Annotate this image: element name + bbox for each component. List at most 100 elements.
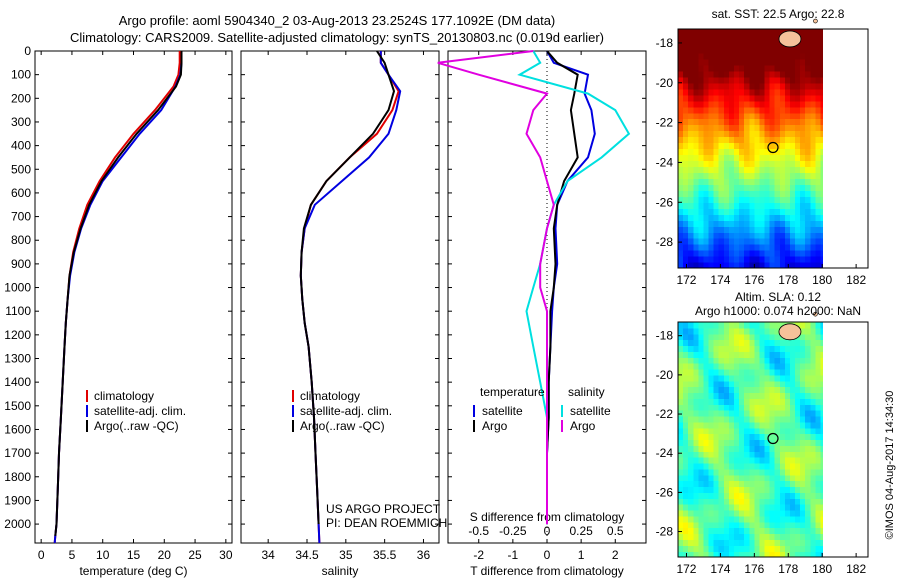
heatmap-cell <box>678 333 684 341</box>
heatmap-cell <box>790 208 796 215</box>
heatmap-cell <box>693 202 699 209</box>
heatmap-cell <box>678 527 684 535</box>
heatmap-cell <box>764 154 771 162</box>
heatmap-cell <box>769 463 776 470</box>
heatmap-cell <box>718 202 725 209</box>
x-tick-label: 34.5 <box>295 548 319 562</box>
heatmap-cell <box>779 58 786 66</box>
heatmap-cell <box>734 521 740 529</box>
heatmap-cell <box>749 232 755 239</box>
heatmap-cell <box>815 421 822 429</box>
heatmap-cell <box>815 345 822 352</box>
heatmap-cell <box>678 374 684 382</box>
heatmap-cell <box>713 351 720 358</box>
heatmap-cell <box>698 480 705 488</box>
heatmap-cell <box>754 439 760 446</box>
heatmap-cell <box>718 363 725 370</box>
heatmap-cell <box>703 190 710 197</box>
heatmap-cell <box>774 112 781 120</box>
heatmap-cell <box>739 504 745 511</box>
heatmap-cell <box>718 327 725 335</box>
heatmap-cell <box>754 433 760 441</box>
heatmap-cell <box>810 339 816 347</box>
heatmap-cell <box>708 52 715 60</box>
heatmap-cell <box>764 250 771 257</box>
heatmap-cell <box>815 106 822 114</box>
heatmap-cell <box>795 94 801 102</box>
heatmap-cell <box>739 416 745 423</box>
heatmap-cell <box>795 262 801 269</box>
heatmap-cell <box>739 421 745 429</box>
heatmap-cell <box>815 492 822 499</box>
heatmap-cell <box>769 214 776 221</box>
heatmap-cell <box>784 427 791 435</box>
heatmap-cell <box>759 510 766 517</box>
heatmap-cell <box>790 363 796 370</box>
heatmap-cell <box>703 196 710 203</box>
heatmap-cell <box>784 369 791 376</box>
heatmap-cell <box>805 58 811 66</box>
heatmap-cell <box>723 421 730 429</box>
heatmap-cell <box>683 333 689 341</box>
heatmap-cell <box>764 369 771 376</box>
heatmap-cell <box>774 70 781 78</box>
heatmap-cell <box>703 427 710 435</box>
heatmap-cell <box>779 351 786 358</box>
heatmap-cell <box>708 504 715 511</box>
heatmap-cell <box>693 433 699 441</box>
heatmap-cell <box>688 124 694 132</box>
heatmap-cell <box>790 392 796 399</box>
heatmap-cell <box>744 166 750 173</box>
heatmap-cell <box>800 88 806 96</box>
heatmap-cell <box>815 498 822 505</box>
heatmap-cell <box>800 474 806 482</box>
heatmap-cell <box>728 439 735 446</box>
heatmap-cell <box>800 439 806 446</box>
heatmap-cell <box>759 244 766 251</box>
heatmap-cell <box>678 202 684 209</box>
profile-panel-3: -2 -1 0 1 2T difference from climatology-0.5… <box>437 50 647 578</box>
heatmap-cell <box>683 166 689 173</box>
heatmap-cell <box>744 427 750 435</box>
heatmap-cell <box>754 416 760 423</box>
heatmap-cell <box>805 421 811 429</box>
heatmap-cell <box>754 339 760 347</box>
heatmap-cell <box>703 82 710 90</box>
heatmap-cell <box>774 52 781 60</box>
heatmap-cell <box>713 468 720 476</box>
heatmap-cell <box>769 398 776 405</box>
heatmap-cell <box>774 130 781 138</box>
heatmap-cell <box>744 148 750 156</box>
heatmap-cell <box>795 363 801 370</box>
heatmap-cell <box>774 94 781 102</box>
heatmap-cell <box>688 40 694 48</box>
heatmap-cell <box>703 172 710 179</box>
heatmap-cell <box>759 142 766 150</box>
heatmap-cell <box>739 539 745 546</box>
heatmap-cell <box>698 208 705 215</box>
heatmap-cell <box>683 545 689 552</box>
heatmap-cell <box>779 148 786 156</box>
heatmap-cell <box>815 463 822 470</box>
heatmap-cell <box>744 374 750 382</box>
heatmap-cell <box>678 46 684 54</box>
heatmap-cell <box>749 142 755 150</box>
heatmap-cell <box>774 35 781 42</box>
heatmap-cell <box>800 322 806 329</box>
heatmap-cell <box>805 196 811 203</box>
map-frame <box>677 321 869 558</box>
heatmap-cell <box>734 457 740 464</box>
heatmap-cell <box>795 118 801 126</box>
heatmap-cell <box>815 178 822 185</box>
heatmap-cell <box>718 545 725 552</box>
heatmap-cell <box>749 451 755 458</box>
heatmap-cell <box>739 112 745 120</box>
heatmap-cell <box>698 416 705 423</box>
heatmap-cell <box>739 160 745 167</box>
heatmap-cell <box>769 82 776 90</box>
heatmap-cell <box>810 374 816 382</box>
heatmap-cell <box>683 256 689 263</box>
heatmap-cell <box>698 130 705 138</box>
heatmap-cell <box>698 410 705 417</box>
heatmap-cell <box>784 463 791 470</box>
